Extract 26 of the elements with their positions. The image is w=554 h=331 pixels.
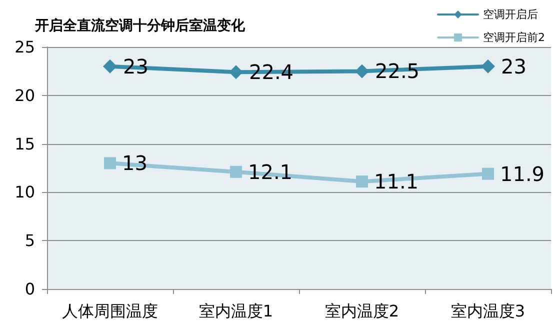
data-label: 13: [122, 151, 148, 176]
chart-title: 开启全直流空调十分钟后室温变化: [34, 17, 246, 34]
data-label: 11.1: [374, 170, 419, 194]
point: [104, 157, 116, 170]
data-label: 11.9: [500, 162, 545, 186]
y-tick-label: 20: [14, 86, 35, 105]
point: [103, 59, 117, 74]
point: [230, 166, 242, 178]
point: [481, 59, 495, 74]
y-tick-label: 0: [24, 280, 35, 298]
point: [356, 176, 368, 188]
legend-label: 空调开启前2: [483, 31, 545, 44]
data-label: 23: [501, 54, 526, 78]
y-tick-label: 15: [14, 134, 35, 154]
x-tick-label: 室内温度2: [324, 302, 400, 320]
point: [482, 168, 494, 180]
x-tick-label: 室内温度3: [450, 302, 526, 320]
x-tick-label: 室内温度1: [198, 302, 274, 320]
y-tick-label: 10: [14, 182, 35, 202]
y-tick-label: 5: [24, 231, 35, 250]
x-tick-label: 人体周围温度: [62, 302, 158, 320]
y-tick-label: 25: [14, 38, 35, 56]
point: [355, 64, 369, 78]
legend-label: 空调开启后: [483, 8, 538, 21]
data-label: 12.1: [248, 160, 293, 184]
point: [229, 65, 243, 80]
